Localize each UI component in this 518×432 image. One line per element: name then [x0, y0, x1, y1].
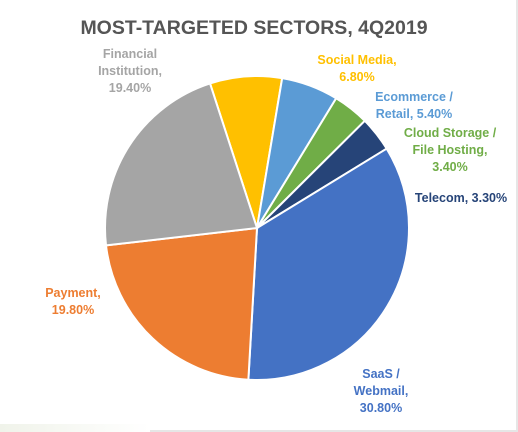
- chart-title: MOST-TARGETED SECTORS, 4Q2019: [80, 17, 427, 39]
- label-social-media: Social Media, 6.80%: [317, 53, 396, 84]
- label-saas-webmail: SaaS / Webmail, 30.80%: [354, 367, 409, 415]
- slice-payment: [104, 226, 259, 381]
- label-cloud-storage-file-hosting: Cloud Storage / File Hosting, 3.40%: [404, 126, 497, 174]
- slice-saas-webmail: [247, 147, 410, 381]
- frame-shadow: [0, 424, 150, 432]
- label-ecommerce-retail: Ecommerce / Retail, 5.40%: [375, 90, 453, 121]
- pie-slices: [104, 75, 410, 381]
- slice-financial-institution: [104, 82, 259, 247]
- pie-labels: Social Media, 6.80% Ecommerce / Retail, 5.4…: [45, 47, 507, 415]
- label-telecom: Telecom, 3.30%: [415, 191, 507, 205]
- label-payment: Payment, 19.80%: [45, 286, 101, 317]
- label-financial-institution: Financial Institution, 19.40%: [98, 47, 162, 95]
